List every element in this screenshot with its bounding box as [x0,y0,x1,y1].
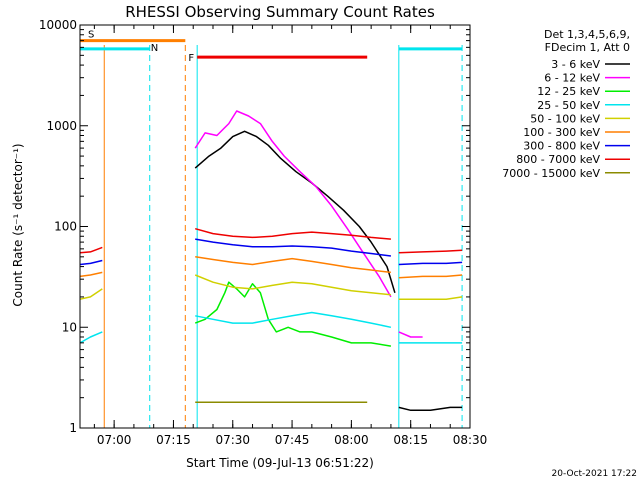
state-bar-label: F [188,53,194,64]
plot-frame [79,24,471,429]
state-bar-label: S [88,30,94,41]
legend-label: 3 - 6 keV [551,58,600,71]
legend-label: 7000 - 15000 keV [502,167,600,180]
x-tick-label: 07:30 [215,433,250,447]
series-line [79,259,103,266]
y-tick-label: 10 [62,320,77,334]
legend-header: Det 1,3,4,5,6,9, [544,28,630,41]
legend-label: 100 - 300 keV [523,126,600,139]
series-line [79,271,103,278]
x-tick-label: 07:00 [97,433,132,447]
y-tick-label: 1 [69,421,77,435]
state-bar-label: N [151,43,158,54]
legend-label: 300 - 800 keV [523,140,600,153]
legend-header: FDecim 1, Att 0 [545,41,630,54]
x-tick-label: 08:30 [453,433,488,447]
series-line [194,110,392,298]
y-axis-label: Count Rate (s⁻¹ detector⁻¹) [11,143,25,306]
series-line [195,311,392,329]
series-line [398,296,463,300]
series-line [194,281,392,347]
legend-label: 12 - 25 keV [537,85,600,98]
legend-label: 800 - 7000 keV [516,153,600,166]
series-line [195,238,391,257]
x-axis-label: Start Time (09-Jul-13 06:51:22) [186,456,374,470]
x-tick-label: 08:15 [393,433,428,447]
series-line [195,227,391,240]
series-line [79,288,103,300]
y-tick-label: 10000 [39,18,77,32]
series-line [398,406,463,412]
series-line [195,256,391,274]
series-line [398,261,463,266]
legend-label: 25 - 50 keV [537,99,600,112]
legend-label: 50 - 100 keV [530,112,600,125]
y-tick-label: 1000 [46,119,77,133]
series-line [398,274,463,279]
x-tick-label: 07:45 [275,433,310,447]
series-line [398,249,463,254]
series-line [194,274,391,296]
series-line [79,246,103,254]
series-line [194,130,396,294]
footer-date: 20-Oct-2021 17:22 [552,469,637,479]
x-tick-label: 07:15 [156,433,191,447]
series-line [79,331,103,344]
series-line [398,331,423,338]
y-tick-label: 100 [54,220,77,234]
legend-label: 6 - 12 keV [544,72,600,85]
chart-title: RHESSI Observing Summary Count Rates [125,3,435,21]
x-tick-label: 08:00 [334,433,369,447]
